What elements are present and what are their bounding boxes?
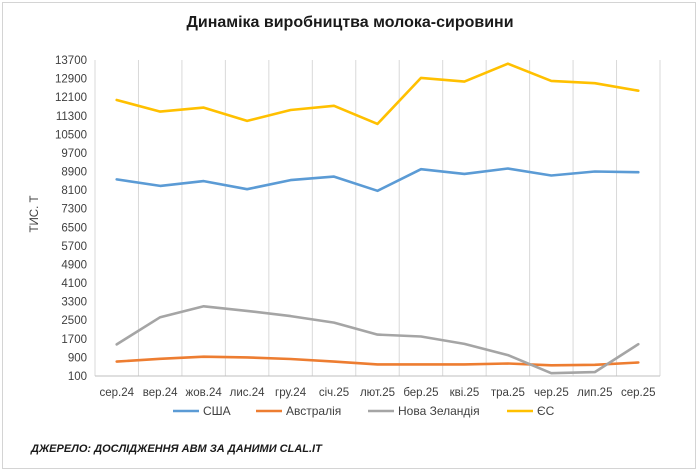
x-tick-label: чер.25 xyxy=(534,387,569,399)
y-tick-label: 12900 xyxy=(55,74,87,86)
x-tick-label: тра.25 xyxy=(491,387,525,399)
x-tick-label: кві.25 xyxy=(450,387,480,399)
y-tick-label: 7300 xyxy=(61,204,87,216)
y-tick-label: 9700 xyxy=(61,148,87,160)
x-tick-label: жов.24 xyxy=(186,387,223,399)
y-tick-label: 13700 xyxy=(55,55,87,67)
grid-lines xyxy=(94,60,661,377)
y-tick-label: 100 xyxy=(68,371,87,383)
y-tick-label: 8900 xyxy=(61,167,87,179)
y-axis-ticks: 100 900 1700 2500 3300 4100 4900 5700 6500 7300 81… xyxy=(55,55,87,383)
x-tick-label: вер.24 xyxy=(143,387,178,399)
y-tick-label: 3300 xyxy=(61,297,87,309)
y-tick-label: 8100 xyxy=(61,185,87,197)
x-tick-label: бер.25 xyxy=(403,387,438,399)
chart-title: Динаміка виробництва молока-сировини xyxy=(186,14,514,31)
y-tick-label: 4100 xyxy=(61,278,87,290)
series-line xyxy=(115,304,640,375)
legend-label: США xyxy=(203,404,231,418)
y-tick-label: 900 xyxy=(68,352,87,364)
series-line xyxy=(115,167,640,193)
x-tick-label: гру.24 xyxy=(275,387,307,399)
x-tick-label: сер.24 xyxy=(99,387,134,399)
legend: США Австралія Нова Зеландія ЄС xyxy=(173,404,555,418)
x-axis-ticks: сер.24 вер.24 жов.24 лис.24 гру.24 січ.25 лют.… xyxy=(99,387,655,399)
x-tick-label: лют.25 xyxy=(360,387,395,399)
legend-label: Австралія xyxy=(286,404,341,418)
legend-label: ЄС xyxy=(537,404,555,418)
y-tick-label: 4900 xyxy=(61,259,87,271)
y-tick-label: 6500 xyxy=(61,222,87,234)
legend-label: Нова Зеландія xyxy=(398,404,480,418)
y-tick-label: 1700 xyxy=(61,334,87,346)
y-tick-label: 2500 xyxy=(61,315,87,327)
y-axis-label: ТИС. Т xyxy=(29,195,41,232)
x-tick-label: лис.24 xyxy=(230,387,265,399)
source-note: ДЖЕРЕЛО: ДОСЛІДЖЕННЯ АВМ ЗА ДАНИМИ CLAL.… xyxy=(31,443,322,455)
y-tick-label: 12100 xyxy=(55,92,87,104)
x-tick-label: лип.25 xyxy=(577,387,612,399)
series-line xyxy=(115,62,640,126)
y-tick-label: 5700 xyxy=(61,241,87,253)
y-tick-label: 10500 xyxy=(55,129,87,141)
x-tick-label: сер.25 xyxy=(621,387,656,399)
series-lines xyxy=(115,62,640,375)
y-tick-label: 11300 xyxy=(56,111,87,123)
x-tick-label: січ.25 xyxy=(319,387,349,399)
chart-frame xyxy=(2,2,696,469)
series-line xyxy=(115,355,640,367)
